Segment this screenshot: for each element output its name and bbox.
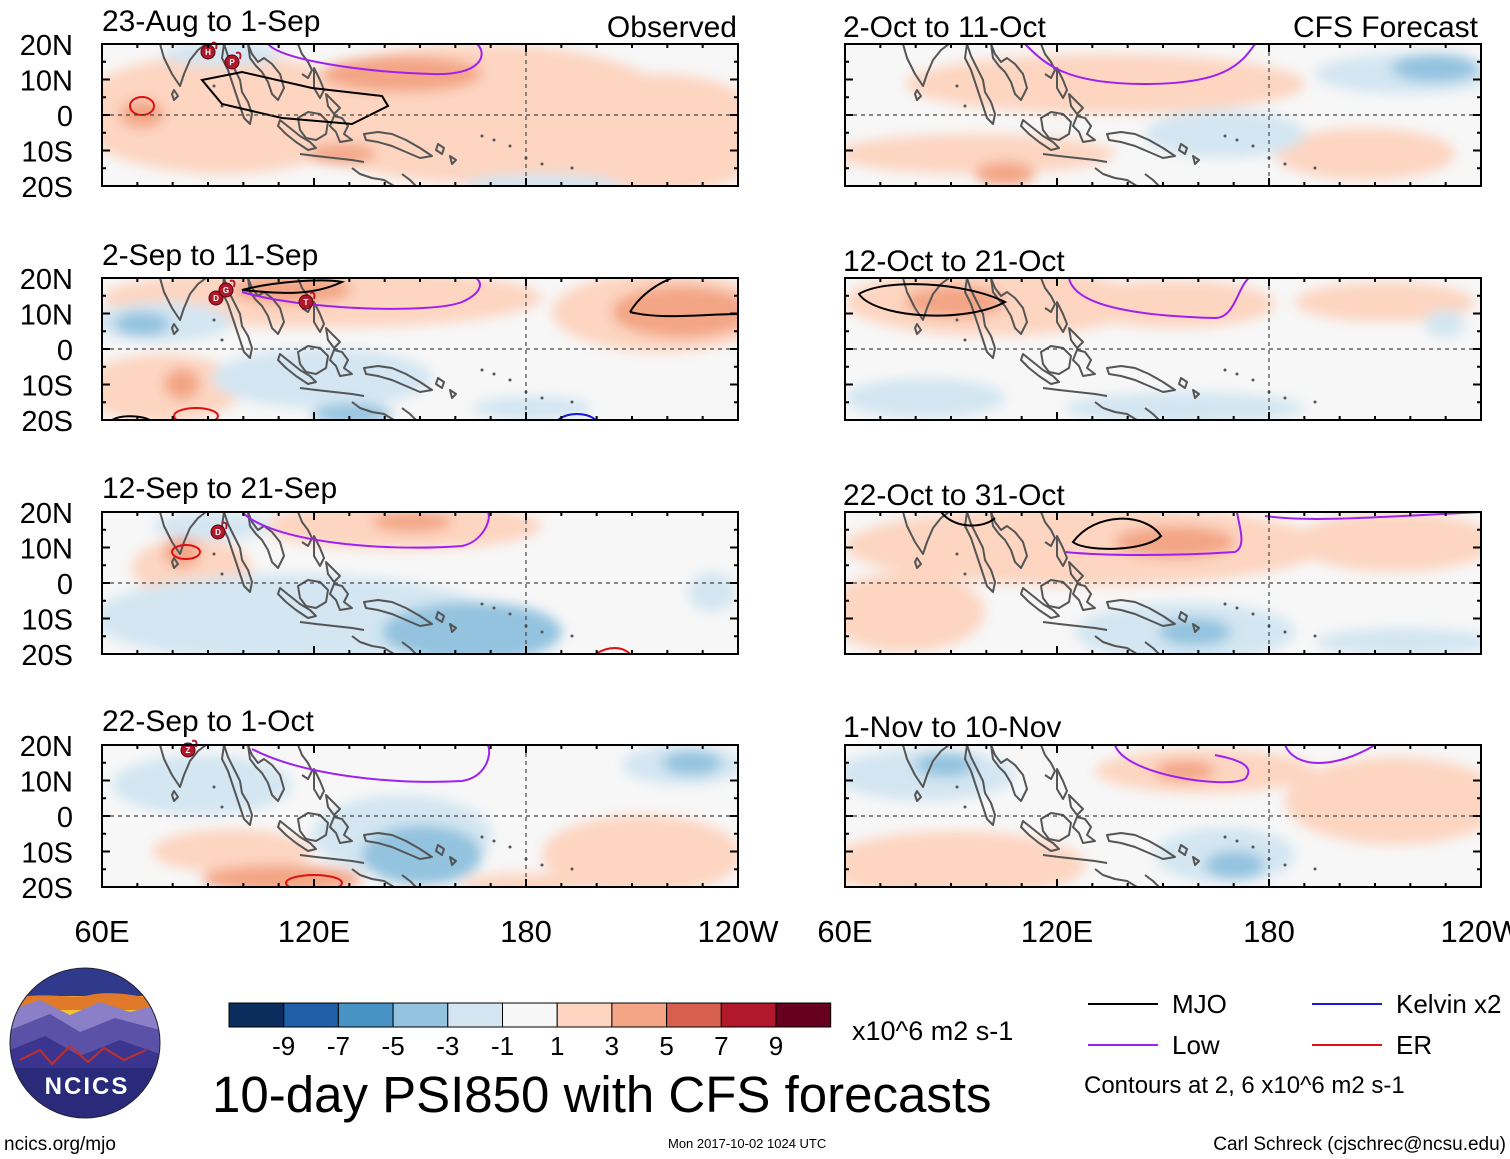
map-panel <box>845 44 1481 186</box>
lon-label: 120E <box>278 914 350 949</box>
colorbar-tick-label: 1 <box>550 1031 564 1061</box>
colorbar-tick-label: 5 <box>659 1031 673 1061</box>
storm-letter: H <box>205 48 211 57</box>
lat-label: 10N <box>20 300 73 332</box>
panel-title: 23-Aug to 1-Sep <box>102 5 320 38</box>
ncics-logo: NCICS <box>9 967 161 1119</box>
colorbar-swatch <box>283 1002 339 1028</box>
lat-label: 0 <box>57 101 73 133</box>
legend-label: Low <box>1172 1030 1220 1060</box>
storm-marker: D <box>210 521 228 540</box>
lon-label: 180 <box>500 914 552 949</box>
storm-letter: D <box>215 528 221 537</box>
map-panel <box>102 278 738 420</box>
map-panel <box>102 745 738 887</box>
panel-title: 2-Oct to 11-Oct <box>843 11 1047 44</box>
lon-label: 180 <box>1243 914 1295 949</box>
legend: MJO Kelvin x2 Low ER <box>1088 989 1502 1060</box>
logo-text: NCICS <box>45 1073 130 1100</box>
observed-label: Observed <box>607 11 737 44</box>
legend-item: Low <box>1088 1030 1220 1060</box>
lat-label: 20N <box>20 498 73 530</box>
storm-marker: P <box>224 51 242 70</box>
timestamp: Mon 2017-10-02 1024 UTC <box>668 1136 826 1151</box>
colorbar-swatch <box>447 1002 503 1028</box>
storm-marker: T <box>298 291 316 310</box>
lat-label: 10N <box>20 767 73 799</box>
credit: Carl Schreck (cjschrec@ncsu.edu) <box>1213 1134 1506 1155</box>
panel-title: 12-Sep to 21-Sep <box>102 472 337 505</box>
lat-label: 10S <box>21 605 73 637</box>
colorbar-tick-label: -9 <box>272 1031 295 1061</box>
lon-label: 60E <box>74 914 129 949</box>
lat-label: 0 <box>57 335 73 367</box>
lon-label: 120W <box>1441 914 1510 949</box>
lon-label: 120E <box>1021 914 1093 949</box>
colorbar-tick-label: 9 <box>769 1031 783 1061</box>
figure-title: 10-day PSI850 with CFS forecasts <box>212 1066 992 1123</box>
colorbar-tick-label: 3 <box>605 1031 619 1061</box>
legend-label: Kelvin x2 <box>1396 989 1502 1019</box>
forecast-label: CFS Forecast <box>1293 11 1479 44</box>
panel-title: 12-Oct to 21-Oct <box>843 245 1065 278</box>
lat-label: 20N <box>20 264 73 296</box>
colorbar-swatch <box>337 1002 394 1028</box>
legend-label: ER <box>1396 1030 1432 1060</box>
legend-item: Kelvin x2 <box>1312 989 1502 1019</box>
colorbar-swatch <box>556 1002 613 1028</box>
lat-label: 10S <box>21 371 73 403</box>
lat-label: 10N <box>20 534 73 566</box>
panel-title: 1-Nov to 10-Nov <box>843 711 1061 744</box>
map-panel <box>845 278 1481 420</box>
panel-title: 2-Sep to 11-Sep <box>102 239 318 272</box>
colorbar-units: x10^6 m2 s-1 <box>852 1016 1013 1046</box>
colorbar-swatch <box>392 1002 449 1028</box>
storm-letter: D <box>213 294 219 303</box>
lat-label: 0 <box>57 569 73 601</box>
colorbar: -9 -7 -5 -3 -1 1 3 5 7 9 <box>228 1002 832 1061</box>
legend-item: MJO <box>1088 989 1227 1019</box>
storm-marker: G <box>218 279 236 298</box>
legend-item: ER <box>1312 1030 1432 1060</box>
legend-note: Contours at 2, 6 x10^6 m2 s-1 <box>1084 1072 1405 1099</box>
lat-label: 10S <box>21 137 73 169</box>
panel-title: 22-Oct to 31-Oct <box>843 479 1065 512</box>
lat-label: 20S <box>21 172 73 204</box>
map-panel <box>845 745 1481 887</box>
lat-label: 10S <box>21 838 73 870</box>
colorbar-tick-label: 7 <box>714 1031 728 1061</box>
storm-letter: Z <box>186 746 191 755</box>
legend-label: MJO <box>1172 989 1227 1019</box>
colorbar-swatch <box>502 1002 558 1028</box>
lat-label: 20S <box>21 406 73 438</box>
lat-label: 20S <box>21 873 73 905</box>
storm-letter: P <box>229 58 235 67</box>
lat-label: 20S <box>21 640 73 672</box>
website-link[interactable]: ncics.org/mjo <box>4 1134 116 1155</box>
panel-title: 22-Sep to 1-Oct <box>102 705 314 738</box>
lat-label: 20N <box>20 731 73 763</box>
map-panel <box>102 44 738 186</box>
lat-label: 0 <box>57 802 73 834</box>
lat-label: 20N <box>20 30 73 62</box>
colorbar-tick-label: -5 <box>382 1031 405 1061</box>
colorbar-swatch <box>228 1002 285 1028</box>
lon-label: 120W <box>698 914 780 949</box>
lon-label: 60E <box>817 914 872 949</box>
colorbar-tick-label: -7 <box>327 1031 350 1061</box>
storm-letter: G <box>223 286 229 295</box>
lat-label: 10N <box>20 66 73 98</box>
map-panel <box>102 512 738 654</box>
colorbar-swatch <box>720 1002 777 1028</box>
colorbar-swatch <box>666 1002 722 1028</box>
map-panel <box>845 512 1481 654</box>
colorbar-swatch <box>775 1002 832 1028</box>
storm-letter: T <box>304 298 309 307</box>
colorbar-tick-label: -3 <box>436 1031 459 1061</box>
colorbar-tick-label: -1 <box>491 1031 514 1061</box>
colorbar-swatch <box>611 1002 668 1028</box>
